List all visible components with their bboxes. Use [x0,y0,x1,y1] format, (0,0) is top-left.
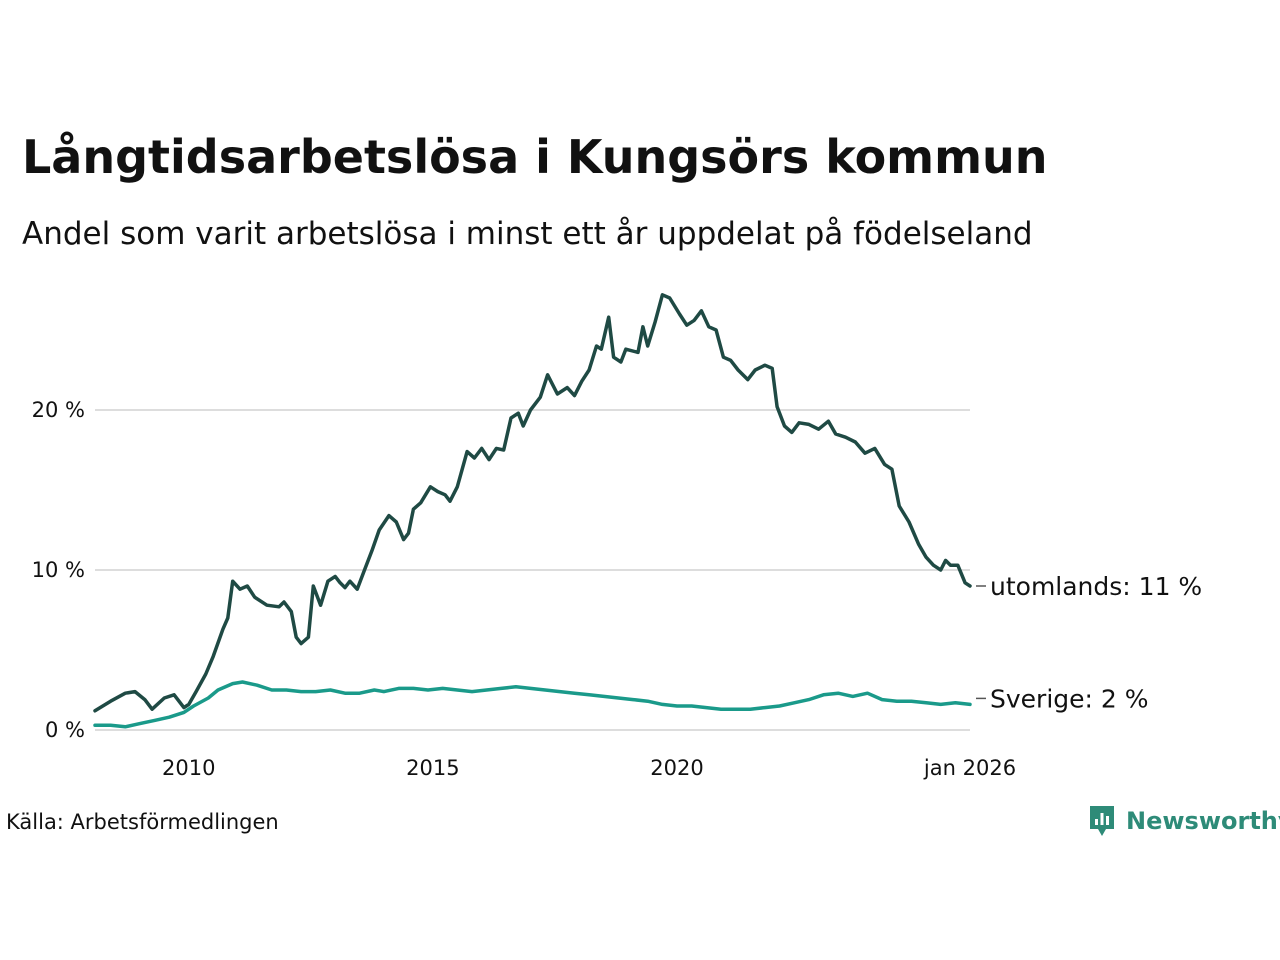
series-line-sverige [93,680,972,729]
y-tick-label: 0 % [45,718,85,742]
source-note: Källa: Arbetsförmedlingen [6,810,279,834]
end-label-sverige: Sverige: 2 % [990,684,1149,713]
line-chart: 0 % 10 % 20 % 2010 2015 2020 jan 2026 utomlan… [32,293,1202,780]
x-tick-label: 2010 [162,756,215,780]
x-tick-label: 2015 [406,756,459,780]
chart-title: Långtidsarbetslösa i Kungsörs kommun [22,130,1048,184]
gridlines [95,409,970,731]
y-tick-label: 20 % [32,398,85,422]
x-tick-label: jan 2026 [923,756,1016,780]
x-axis: 2010 2015 2020 jan 2026 [162,756,1016,780]
x-tick-label: 2020 [650,756,703,780]
end-labels: utomlands: 11 % Sverige: 2 % [976,572,1202,713]
y-axis: 0 % 10 % 20 % [32,398,85,742]
newsworthy-logo: Newsworthy [1088,804,1280,838]
series-lines [93,293,972,729]
y-tick-label: 10 % [32,558,85,582]
newsworthy-logo-text: Newsworthy [1126,807,1280,835]
series-line-utomlands [93,293,972,713]
end-label-utomlands: utomlands: 11 % [990,572,1202,601]
chart-subtitle: Andel som varit arbetslösa i minst ett å… [22,216,1033,252]
newsworthy-logo-icon [1090,806,1114,836]
